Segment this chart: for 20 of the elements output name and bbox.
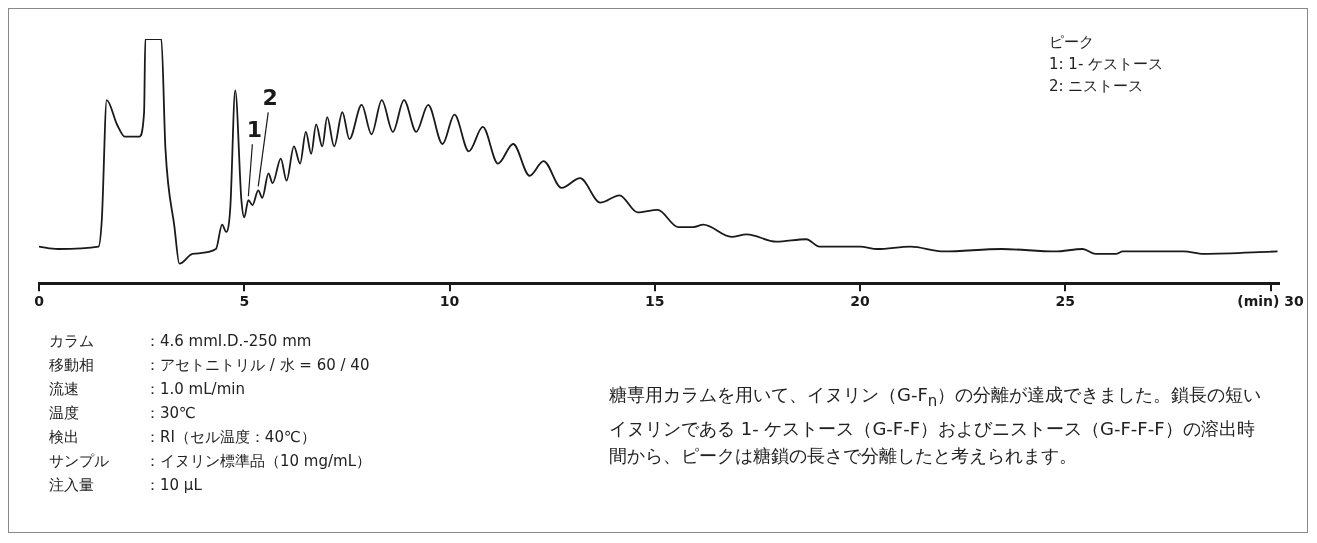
annotation: 2: ニストース <box>1049 76 1145 97</box>
text: 検出：RI（セル温度：40℃） <box>49 428 316 446</box>
x-tick-label: (min) 30 <box>1237 293 1305 310</box>
x-tick-label: 5 <box>239 293 250 310</box>
text: カラム：4.6 mmI.D.-250 mm <box>49 332 312 350</box>
x-tick-label: 10 <box>439 293 460 310</box>
annotation: 2 <box>262 85 278 111</box>
x-tick-label: 15 <box>645 293 665 310</box>
text: 温度：30℃ <box>49 404 196 422</box>
x-tick-label: 20 <box>850 293 871 310</box>
text: 糖専用カラムを用いて、イヌリン（G-F$_{n}$）の分離が達成できました。鎖長の短いイヌリンである 1- ケストース（G-F-F）およびニストース（G-F-F-F）の溶出時間から、ピークは糖鎖の長さで分離したと考えられます。 <box>609 383 1263 468</box>
x-tick-label: 25 <box>1055 293 1076 310</box>
annotation: 1 <box>246 116 263 142</box>
text: サンプル：イヌリン標準品（10 mg/mL） <box>49 452 372 470</box>
text: 流速：1.0 mL/min <box>49 380 245 398</box>
x-tick-label: 0 <box>34 293 45 310</box>
annotation: ピーク <box>1049 32 1095 53</box>
annotation: 1: 1- ケストース <box>1049 54 1164 75</box>
text: 移動相：アセトニトリル / 水 = 60 / 40 <box>49 356 370 374</box>
text: 注入量：10 μL <box>49 476 202 494</box>
